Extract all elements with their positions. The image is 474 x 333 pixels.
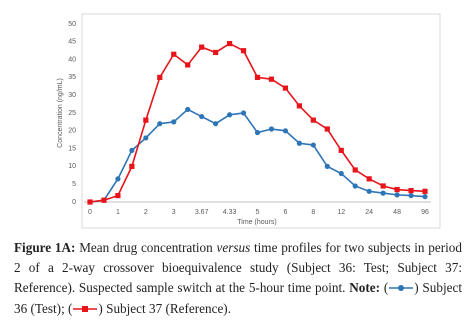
point	[408, 192, 414, 199]
point	[143, 117, 149, 123]
point	[115, 192, 121, 199]
caption: Figure 1A: Mean drug concentration versu…	[14, 238, 462, 320]
legend-icon	[72, 300, 98, 320]
figure-label: Figure 1A:	[14, 240, 76, 255]
y-tick-label: 25	[68, 110, 76, 117]
legend-icon	[388, 279, 414, 299]
y-tick-label: 40	[68, 56, 76, 63]
caption-text: (	[380, 280, 389, 295]
point	[171, 51, 177, 57]
point	[226, 40, 233, 47]
y-tick-label: 45	[68, 39, 76, 46]
point	[380, 183, 386, 189]
x-tick-label: 0	[88, 209, 92, 216]
point	[282, 85, 289, 91]
point	[129, 147, 135, 153]
caption-emphasis: versus	[216, 240, 251, 255]
legend-entry: Subject 37 (Reference)	[106, 300, 228, 316]
point	[157, 74, 163, 80]
y-tick-label: 15	[68, 145, 76, 152]
point	[213, 49, 219, 56]
caption-text: time profiles for two subjects in period…	[14, 240, 462, 295]
x-tick-label: 48	[393, 209, 401, 216]
point	[310, 142, 316, 148]
caption-text: Mean drug concentration	[75, 240, 217, 255]
point	[185, 106, 191, 113]
legend-marker	[398, 284, 405, 291]
point	[171, 119, 177, 125]
point	[143, 135, 149, 141]
caption-text: .	[227, 300, 231, 316]
x-axis-label: Time (hours)	[237, 219, 276, 226]
y-tick-label: 35	[68, 74, 76, 81]
point	[394, 192, 400, 198]
legend-marker	[82, 305, 89, 312]
x-tick-label: 8	[311, 209, 315, 216]
chart-frame	[81, 13, 441, 229]
point	[408, 188, 414, 194]
y-tick-label: 10	[68, 163, 76, 170]
point	[338, 147, 344, 153]
x-tick-label: 96	[421, 209, 429, 216]
x-tick-label: 1	[116, 209, 120, 216]
point	[254, 74, 261, 80]
point	[282, 128, 289, 134]
point	[324, 163, 330, 169]
point	[115, 176, 121, 182]
y-tick-label: 50	[68, 21, 76, 28]
x-tick-label: 5	[256, 209, 260, 216]
point	[240, 110, 247, 116]
point	[380, 190, 386, 196]
x-tick-label: 2	[144, 209, 148, 216]
caption-text: )	[414, 280, 423, 295]
point	[87, 199, 93, 205]
point	[366, 188, 372, 194]
point	[226, 112, 233, 118]
y-tick-label: 5	[72, 181, 76, 188]
x-tick-label: 3	[172, 209, 176, 216]
point	[422, 194, 428, 200]
point	[366, 176, 372, 182]
point	[185, 62, 191, 68]
point	[422, 188, 428, 194]
point	[268, 76, 275, 82]
point	[352, 167, 358, 173]
x-tick-label: 3.67	[195, 209, 209, 216]
caption-text: )	[98, 300, 107, 316]
x-tick-label: 4.33	[223, 209, 237, 216]
x-tick-label: 24	[365, 209, 373, 216]
point	[352, 183, 358, 189]
point	[199, 113, 205, 120]
y-tick-label: 20	[68, 128, 76, 135]
y-tick-label: 30	[68, 92, 76, 99]
x-tick-label: 6	[283, 209, 287, 216]
point	[199, 44, 205, 50]
point	[296, 103, 302, 109]
legend-swatch	[73, 305, 98, 312]
y-axis-label: Concentration (ng/mL)	[57, 78, 64, 148]
point	[338, 170, 344, 177]
point	[101, 197, 107, 203]
y-tick-label: 0	[72, 199, 76, 206]
legend-entry: Subject 36 (Test)	[14, 280, 462, 316]
point	[268, 126, 275, 132]
note-label: Note:	[349, 280, 381, 295]
point	[296, 140, 302, 146]
point	[324, 126, 330, 132]
point	[310, 117, 316, 123]
point	[157, 121, 163, 127]
x-tick-label: 12	[337, 209, 345, 216]
chart: Concentration (ng/mL) Time (hours) 05101…	[57, 13, 441, 229]
point	[254, 129, 261, 136]
point	[129, 163, 135, 169]
legend-swatch	[389, 284, 414, 291]
caption-text: ; (	[61, 300, 73, 316]
point	[394, 186, 400, 193]
point	[240, 48, 247, 54]
point	[213, 121, 219, 127]
